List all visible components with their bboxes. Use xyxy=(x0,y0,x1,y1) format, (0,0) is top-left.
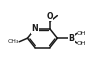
Text: OH: OH xyxy=(77,31,86,36)
Text: OH: OH xyxy=(77,41,86,46)
Text: N: N xyxy=(32,24,38,33)
Text: B: B xyxy=(68,34,74,43)
Text: O: O xyxy=(47,12,53,21)
Text: CH₃: CH₃ xyxy=(7,39,19,44)
